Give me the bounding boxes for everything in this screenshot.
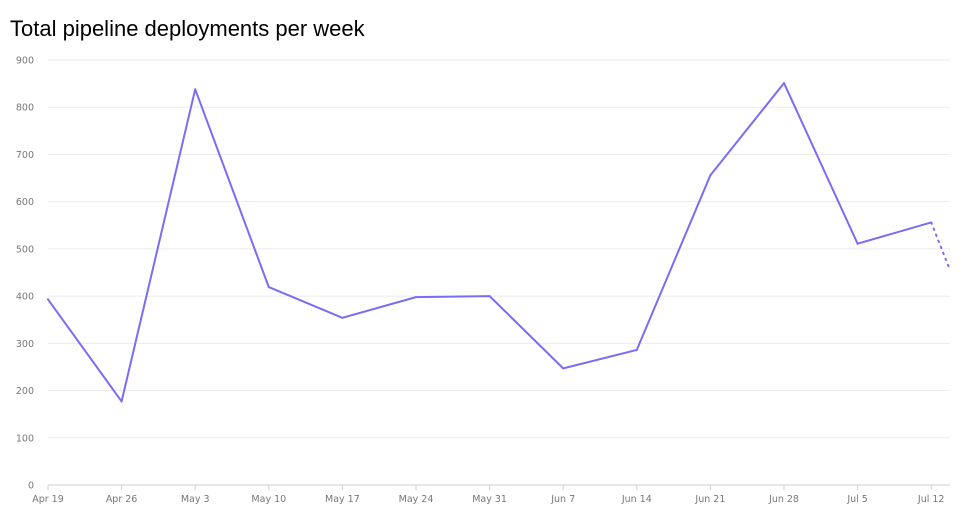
x-tick-label: May 10: [251, 494, 286, 505]
gridlines: [48, 59, 950, 439]
data-point: [488, 295, 491, 298]
y-tick-label: 400: [16, 292, 34, 303]
x-tick-labels: Apr 19 Apr 26 May 3 May 10 May 17 May 24 May 3…: [32, 494, 944, 505]
x-tick-label: Jul 12: [917, 494, 945, 505]
x-tick-label: May 31: [472, 494, 507, 505]
x-tick-label: May 24: [399, 494, 434, 505]
data-point: [635, 348, 638, 351]
series: [47, 82, 951, 403]
y-tick-label: 600: [16, 197, 34, 208]
y-tick-label: 500: [16, 244, 34, 255]
y-tick-label: 300: [16, 339, 34, 350]
data-point: [120, 400, 123, 403]
x-tick-label: Jun 14: [621, 494, 652, 505]
data-point: [341, 316, 344, 319]
data-point: [194, 88, 197, 91]
y-tick-label: 800: [16, 103, 34, 114]
partial-week-segment: [930, 221, 951, 272]
x-tick-label: Jun 21: [694, 494, 725, 505]
y-tick-label: 200: [16, 386, 34, 397]
series-line: [47, 82, 933, 403]
chart-title: Total pipeline deployments per week: [10, 16, 365, 41]
y-tick-label: 0: [28, 481, 34, 492]
x-tick-label: Jun 7: [550, 494, 575, 505]
x-tick-label: Apr 26: [106, 494, 138, 505]
y-tick-label: 900: [16, 56, 34, 67]
data-point: [415, 296, 417, 299]
data-point: [709, 174, 712, 177]
y-tick-label: 100: [16, 433, 34, 444]
data-point: [856, 242, 859, 245]
x-tick-label: Jun 28: [768, 494, 799, 505]
x-tick-label: May 17: [325, 494, 360, 505]
x-tick-label: Apr 19: [32, 494, 64, 505]
x-tick-label: Jul 5: [846, 494, 868, 505]
data-point: [267, 286, 270, 289]
axes: [47, 484, 950, 490]
data-point: [783, 82, 785, 85]
y-tick-labels: 0 100 200 300 400 500 600 700 800 900: [16, 56, 34, 492]
data-point: [47, 298, 49, 301]
x-tick-label: May 3: [181, 494, 210, 505]
y-tick-label: 700: [16, 150, 34, 161]
data-point: [562, 367, 565, 370]
